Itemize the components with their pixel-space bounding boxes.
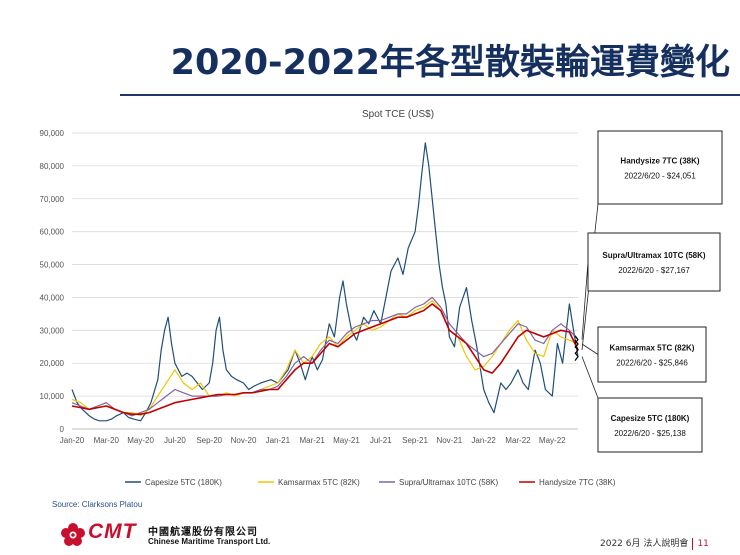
title-divider xyxy=(120,94,740,96)
callout-box xyxy=(587,232,721,292)
x-tick-label: Mar-20 xyxy=(94,436,120,445)
y-tick-label: 80,000 xyxy=(40,162,65,171)
x-tick-label: May-21 xyxy=(333,436,360,445)
y-tick-label: 50,000 xyxy=(40,261,65,270)
series-end-marker xyxy=(574,352,579,362)
callout-value: 2022/6/20 - $27,167 xyxy=(618,266,690,275)
callout-leader xyxy=(581,356,599,399)
callout-box xyxy=(597,130,723,205)
x-tick-label: May-20 xyxy=(127,436,154,445)
series-line-3 xyxy=(71,296,579,417)
callout-value: 2022/6/20 - $24,051 xyxy=(624,172,696,181)
y-tick-label: 90,000 xyxy=(40,129,65,138)
callout-series-name: Kamsarmax 5TC (82K) xyxy=(610,344,695,353)
footer: 2022 6月 法人說明會 11 xyxy=(600,536,709,550)
logo-text: CMT xyxy=(88,520,137,543)
x-tick-label: May-22 xyxy=(539,436,566,445)
footer-separator xyxy=(692,537,694,550)
series-line-2 xyxy=(71,300,579,417)
x-tick-label: Mar-22 xyxy=(505,436,531,445)
x-tick-label: Nov-21 xyxy=(436,436,462,445)
callout-leader xyxy=(581,343,599,355)
y-tick-label: 20,000 xyxy=(40,359,65,368)
y-tick-label: 70,000 xyxy=(40,195,65,204)
callout-box xyxy=(597,326,707,383)
chart-title: Spot TCE (US$) xyxy=(362,109,434,120)
spot-tce-chart: Spot TCE (US$) 0 10,000 20,000 30,000 40,000 5… xyxy=(40,109,723,487)
company-name-en: Chinese Maritime Transport Ltd. xyxy=(148,537,271,546)
y-tick-label: 30,000 xyxy=(40,326,65,335)
series-line-4 xyxy=(71,303,579,415)
x-tick-label: Jan-21 xyxy=(266,436,291,445)
series-end-marker xyxy=(574,345,579,355)
x-tick-label: Sep-21 xyxy=(402,436,428,445)
footer-text: 2022 6月 法人說明會 xyxy=(600,539,689,549)
callout-value: 2022/6/20 - $25,138 xyxy=(614,429,686,438)
callout-series-name: Handysize 7TC (38K) xyxy=(620,157,699,166)
x-tick-label: Jul-21 xyxy=(370,436,392,445)
y-tick-label: 40,000 xyxy=(40,293,65,302)
y-tick-label: 0 xyxy=(60,425,65,434)
company-logo: CMT 中國航運股份有限公司 Chinese Maritime Transpor… xyxy=(60,520,290,550)
callout-value: 2022/6/20 - $25,846 xyxy=(616,359,688,368)
x-tick-label: Sep-20 xyxy=(196,436,222,445)
x-tick-label: Nov-20 xyxy=(231,436,257,445)
company-name-cn: 中國航運股份有限公司 xyxy=(148,527,258,538)
callout-series-name: Capesize 5TC (180K) xyxy=(611,414,690,423)
page-title: 2020-2022年各型散裝輪運費變化 xyxy=(170,43,730,83)
series-line-1 xyxy=(71,142,579,422)
x-tick-label: Jul-20 xyxy=(164,436,186,445)
legend-label: Capesize 5TC (180K) xyxy=(145,478,222,487)
x-tick-label: Jan-20 xyxy=(60,436,85,445)
y-tick-label: 10,000 xyxy=(40,392,65,401)
source-note: Source: Clarksons Platou xyxy=(52,500,143,509)
legend-label: Handysize 7TC (38K) xyxy=(539,478,616,487)
x-tick-label: Mar-21 xyxy=(299,436,325,445)
series-end-marker xyxy=(574,335,579,345)
callout-box xyxy=(597,397,703,453)
page-number: 11 xyxy=(697,539,709,549)
legend-label: Supra/Ultramax 10TC (58K) xyxy=(399,478,498,487)
y-tick-label: 60,000 xyxy=(40,228,65,237)
flower-logo-icon xyxy=(61,523,85,546)
callout-leader xyxy=(581,261,589,340)
callout-series-name: Supra/Ultramax 10TC (58K) xyxy=(602,251,705,260)
x-tick-label: Jan-22 xyxy=(471,436,496,445)
legend-label: Kamsarmax 5TC (82K) xyxy=(278,478,360,487)
